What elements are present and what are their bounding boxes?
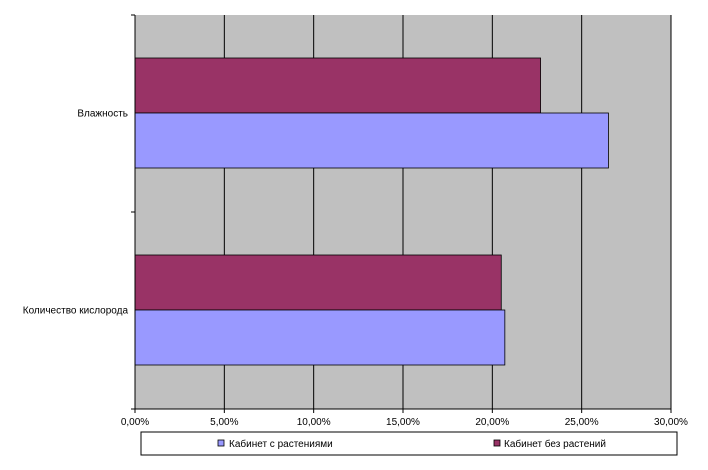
legend-label-with-plants: Кабинет с растениями [229,438,333,450]
category-label: Количество кислорода [23,306,129,317]
x-tick-label: 0,00% [121,417,149,428]
legend: Кабинет с растениями Кабинет без растени… [140,431,678,456]
x-tick-label: 20,00% [475,417,509,428]
x-tick-label: 5,00% [210,417,238,428]
legend-swatch-without-plants [493,439,501,447]
x-axis-labels: 0,00% 5,00% 10,00% 15,00% 20,00% 25,00% 30,00% [121,409,688,428]
bar [134,112,609,169]
legend-label-without-plants: Кабинет без растений [504,438,606,450]
category-label: Влажность [77,109,128,120]
x-tick-label: 30,00% [654,417,688,428]
bars [134,57,609,366]
x-tick-label: 10,00% [297,417,331,428]
legend-swatch-with-plants [217,439,225,447]
y-axis-ticks [131,14,135,410]
bar [134,309,506,366]
x-tick-label: 25,00% [565,417,599,428]
y-axis-labels: Влажность Количество кислорода [23,109,129,317]
x-tick-label: 15,00% [386,417,420,428]
bar [134,254,502,311]
legend-box [140,431,678,456]
bar [134,57,541,114]
